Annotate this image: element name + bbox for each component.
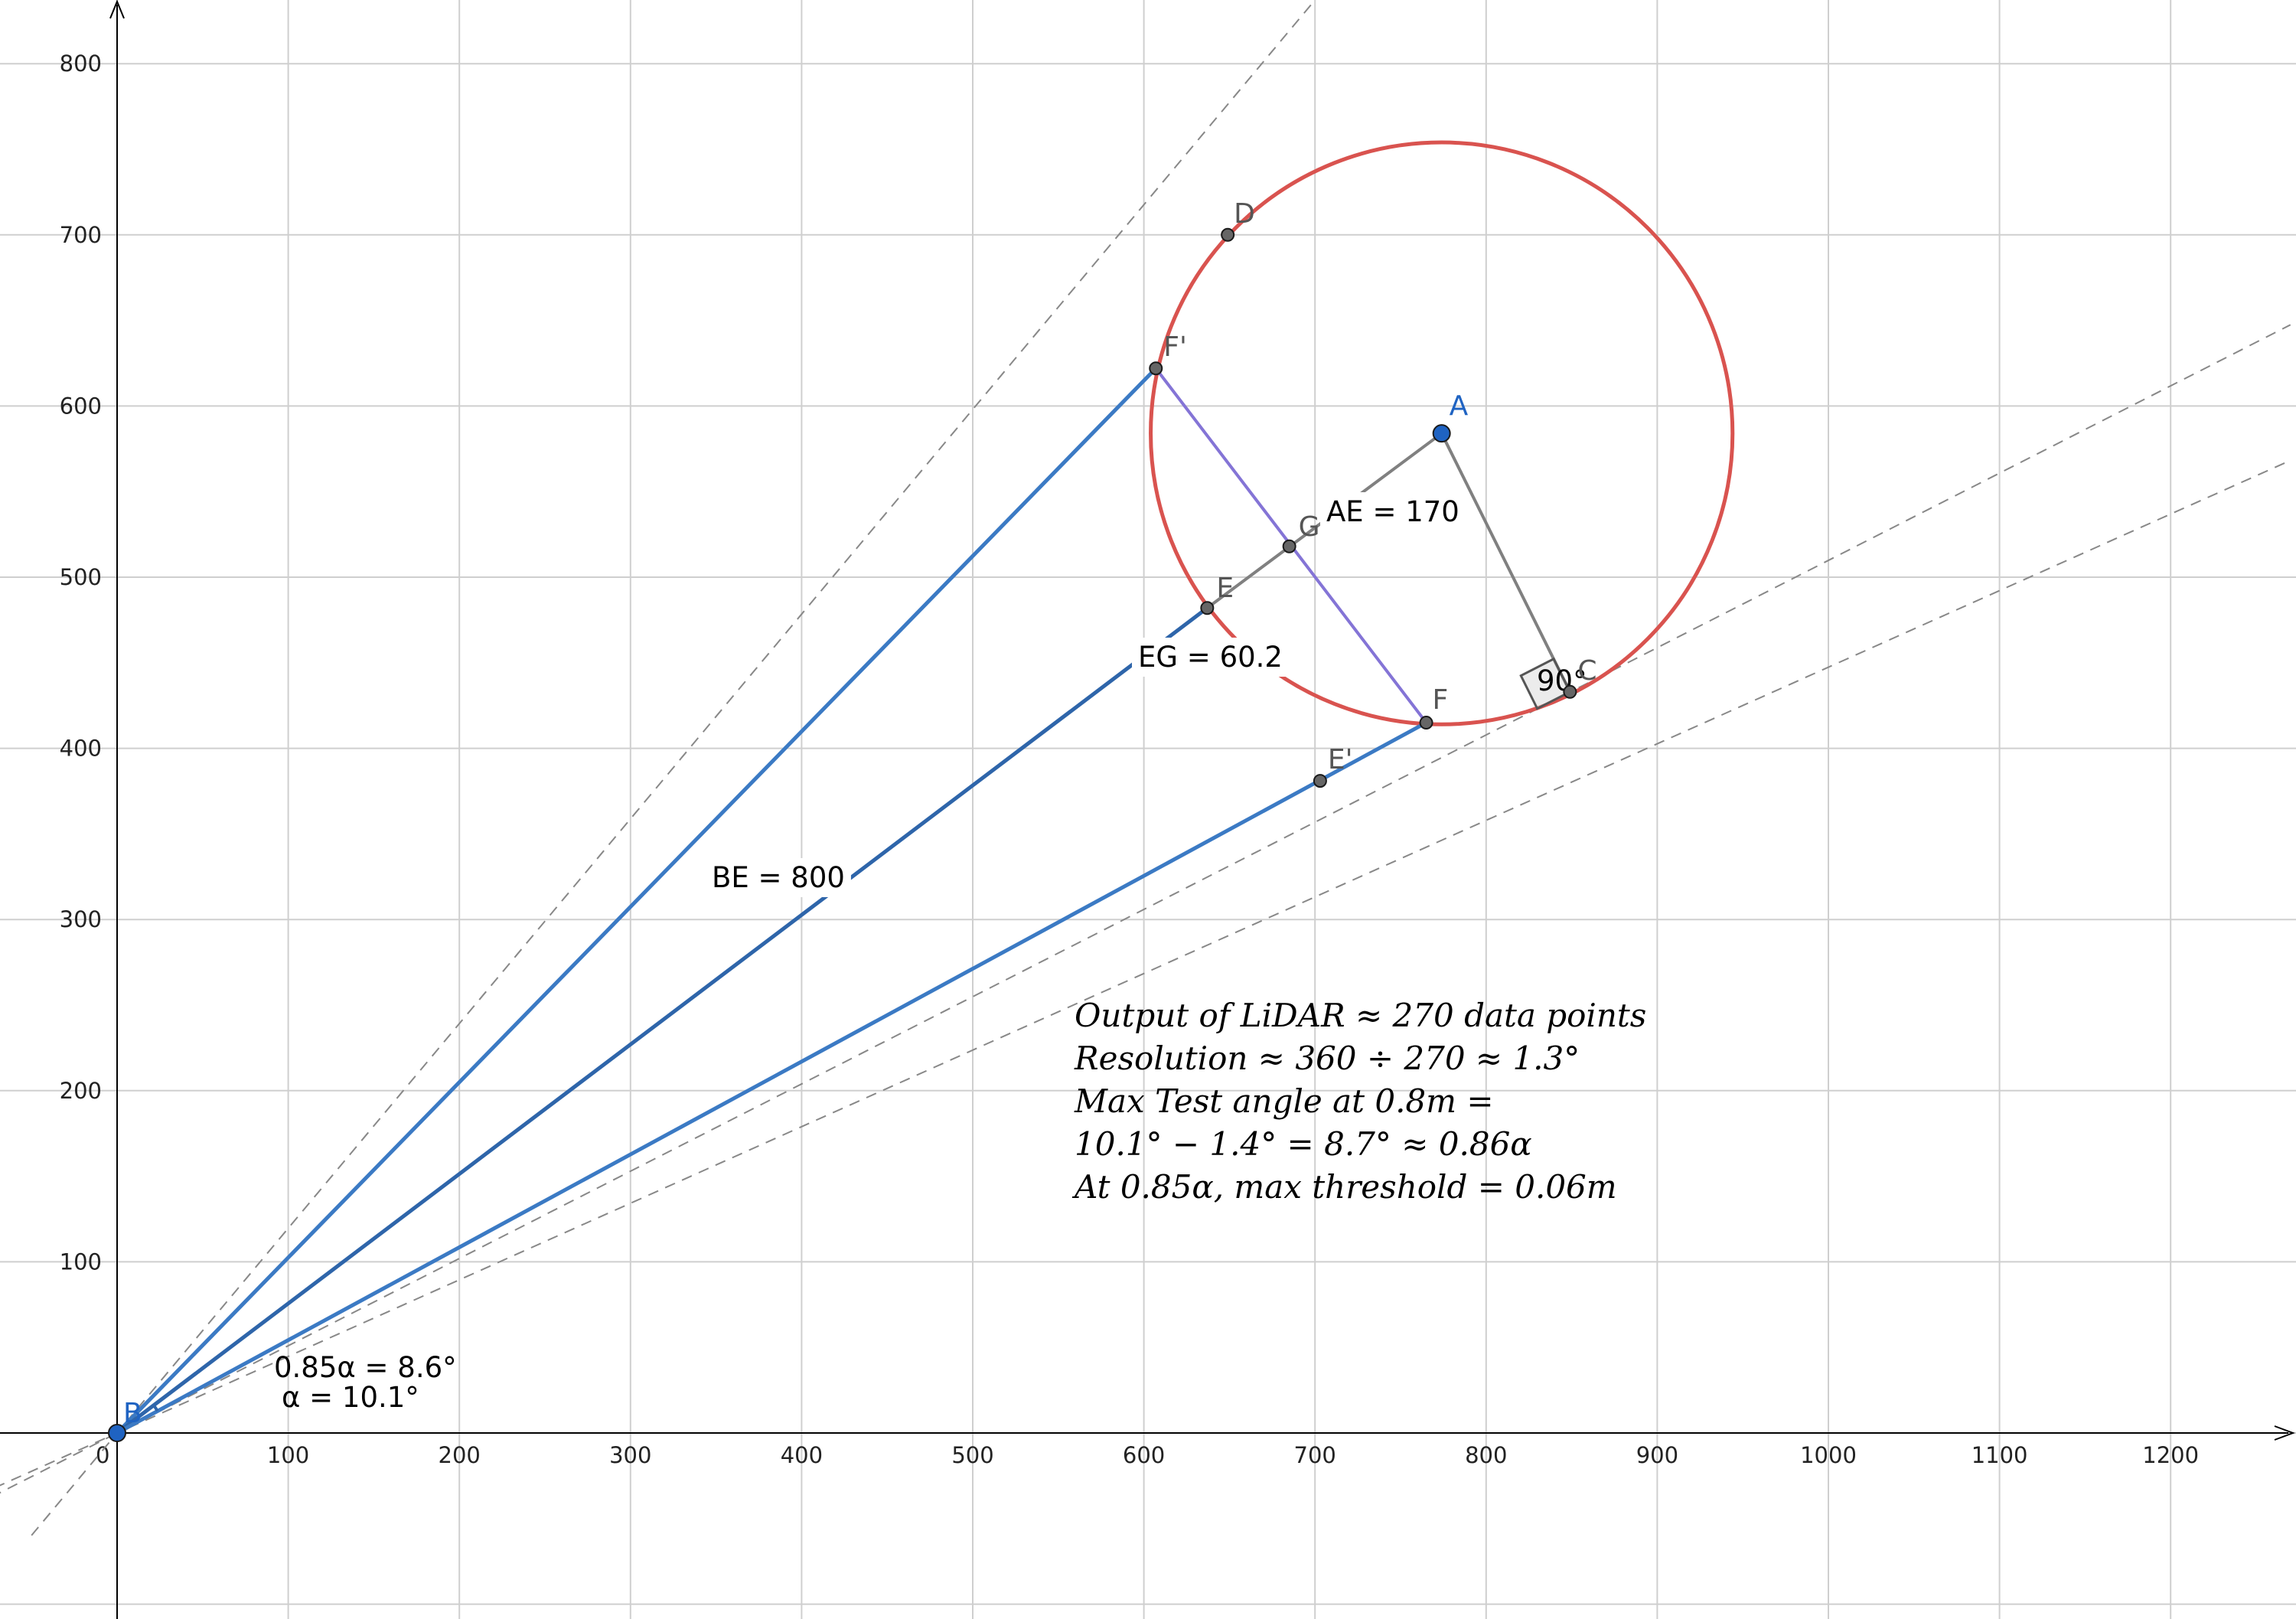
lidar-notes: Output of LiDAR ≈ 270 data points Resolu… [1071,997,1646,1206]
point-label-a: A [1450,390,1469,422]
point-label-c: C [1577,655,1596,687]
dashed-tangent-line-upper [31,0,1316,1536]
point-label-e: E [1216,573,1234,604]
point-label-e2: E' [1328,744,1353,775]
label-ae-length: AE = 170 [1326,495,1459,528]
x-tick-label: 100 [267,1442,309,1468]
point-b[interactable] [108,1424,126,1442]
label-be-length: BE = 800 [712,861,845,894]
label-angle-085-alpha: 0.85α = 8.6° [274,1351,457,1384]
x-axis-tick-labels: 0 100 200 300 400 500 600 700 800 900 1000 1100 1200 [96,1442,2199,1468]
point-c[interactable] [1563,684,1577,699]
y-tick-label: 700 [60,222,102,248]
note-line-2: Resolution ≈ 360 ÷ 270 ≈ 1.3° [1074,1040,1580,1077]
y-tick-label: 800 [60,51,102,77]
y-tick-label: 200 [60,1078,102,1104]
y-tick-label: 400 [60,736,102,762]
y-axis-tick-labels: 100 200 300 400 500 600 700 800 [60,51,102,1275]
x-tick-label: 200 [439,1442,481,1468]
dashed-tangent-line-lower [0,324,2291,1494]
y-tick-label: 500 [60,564,102,590]
point-label-f2: F' [1163,331,1187,363]
point-f[interactable] [1419,716,1433,730]
x-tick-label: 1000 [1800,1442,1857,1468]
x-tick-label: 600 [1123,1442,1165,1468]
x-axis-arrow-icon [2274,1425,2295,1441]
x-tick-label: 1200 [2142,1442,2199,1468]
y-axis-arrow-icon [109,0,125,19]
label-background-be [706,858,851,897]
point-g[interactable] [1282,539,1296,553]
point-e2[interactable] [1313,774,1327,788]
point-e[interactable] [1200,601,1215,615]
point-label-d: D [1234,198,1255,230]
note-line-4: 10.1° − 1.4° = 8.7° ≈ 0.86α [1075,1125,1532,1163]
points-layer: A B C D E E' F F' G [108,198,1597,1442]
x-tick-label: 1100 [1971,1442,2028,1468]
y-tick-label: 600 [60,393,102,419]
ray-b-to-f-prime [116,367,1158,1435]
label-angle-alpha: α = 10.1° [282,1381,419,1414]
dashed-line-through-c [0,459,2291,1487]
angle-arc-alpha [152,1404,159,1412]
label-eg-length: EG = 60.2 [1138,641,1283,674]
point-a[interactable] [1432,424,1451,443]
label-background-ae [1320,492,1466,531]
point-label-g: G [1299,511,1320,543]
right-angle-marker [1519,657,1572,710]
point-label-f: F [1433,684,1449,716]
y-tick-label: 100 [60,1249,102,1275]
point-label-b: B [123,1398,142,1429]
point-d[interactable] [1221,227,1235,242]
x-tick-label: 500 [951,1442,993,1468]
x-tick-label: 800 [1465,1442,1507,1468]
segment-a-to-c [1440,432,1572,693]
x-tick-label: 0 [96,1442,109,1468]
x-tick-label: 900 [1636,1442,1678,1468]
ray-b-to-f [116,720,1427,1435]
circle-centered-a [1149,140,1735,726]
x-tick-label: 400 [781,1442,823,1468]
x-tick-label: 700 [1294,1442,1336,1468]
label-right-angle: 90° [1537,664,1587,697]
point-f2[interactable] [1149,361,1163,376]
x-tick-label: 300 [609,1442,651,1468]
ray-b-to-e [116,606,1208,1435]
note-line-5: At 0.85α, max threshold = 0.06m [1071,1168,1617,1206]
note-line-1: Output of LiDAR ≈ 270 data points [1075,997,1646,1034]
note-line-3: Max Test angle at 0.8m = [1074,1082,1494,1120]
y-tick-label: 300 [60,906,102,932]
label-background-eg [1132,638,1289,677]
